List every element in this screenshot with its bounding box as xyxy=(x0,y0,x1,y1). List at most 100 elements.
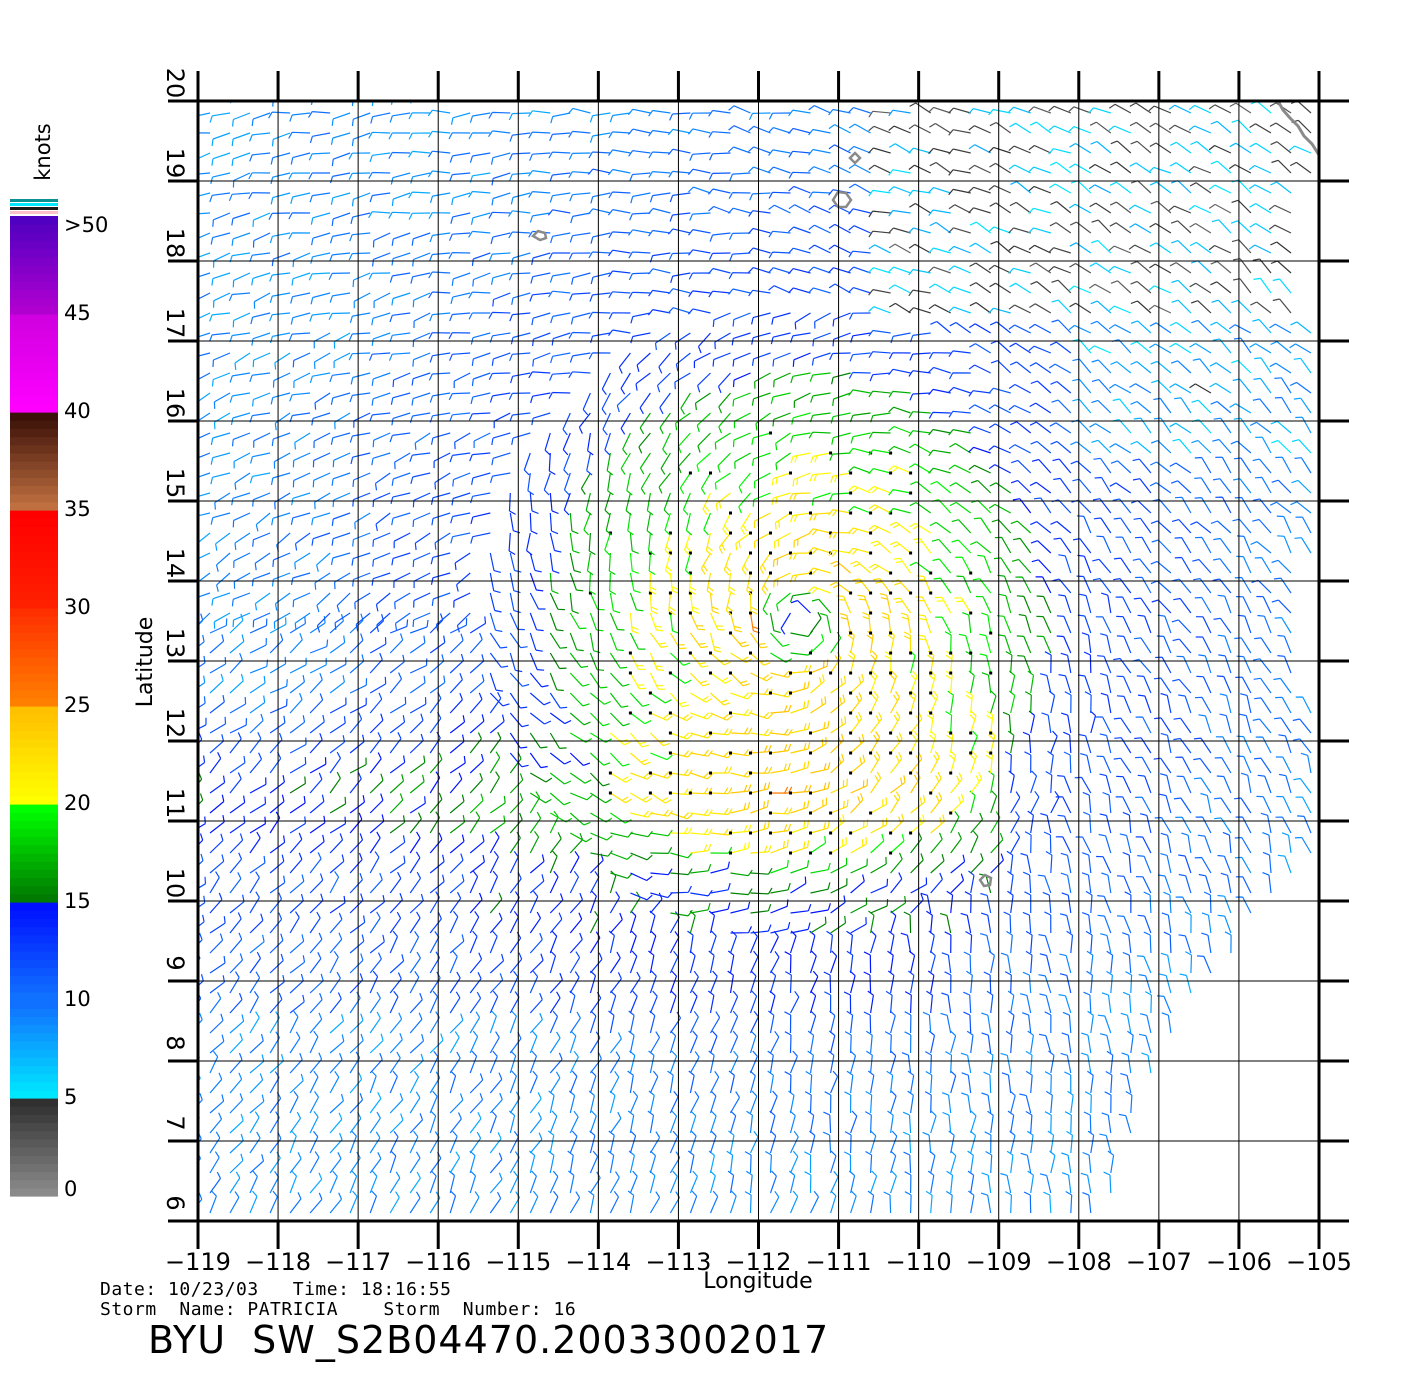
wind-barb xyxy=(709,1110,717,1134)
wind-barb xyxy=(754,372,771,389)
wind-barb xyxy=(590,272,611,285)
wind-barb xyxy=(843,1151,852,1174)
colorbar-swatch xyxy=(10,1187,58,1197)
wind-barb xyxy=(292,452,311,468)
wind-barb xyxy=(336,592,351,613)
wind-barb xyxy=(1249,343,1272,354)
wind-barb xyxy=(604,532,611,556)
wind-barb xyxy=(1293,357,1312,374)
wind-barb xyxy=(548,1090,555,1114)
wind-barb xyxy=(996,615,1012,634)
wind-barb xyxy=(529,1190,539,1214)
wind-barb xyxy=(1217,634,1232,654)
wind-barb xyxy=(890,1130,898,1154)
colorbar-swatch xyxy=(10,1057,58,1066)
wind-barb xyxy=(790,784,812,794)
wind-barb xyxy=(650,868,673,876)
wind-barb xyxy=(1078,733,1092,754)
wind-barb xyxy=(549,792,571,806)
wind-barb xyxy=(1015,576,1032,594)
wind-barb xyxy=(1116,615,1132,634)
wind-barb xyxy=(945,1051,953,1074)
wind-barb xyxy=(568,1170,575,1194)
colorbar-swatch xyxy=(10,485,58,495)
wind-barb xyxy=(349,795,365,814)
wind-barb xyxy=(989,202,1012,214)
wind-barb xyxy=(709,632,722,653)
wind-barb xyxy=(669,572,680,594)
wind-barb xyxy=(588,572,596,595)
rain-flag xyxy=(909,471,913,475)
wind-barb xyxy=(1150,461,1172,474)
wind-barb xyxy=(784,951,792,974)
wind-barb xyxy=(1249,222,1272,234)
wind-barb xyxy=(648,88,670,93)
wind-barb xyxy=(589,952,603,974)
wind-barb xyxy=(703,512,712,536)
wind-barb xyxy=(709,232,731,242)
wind-barb xyxy=(609,972,622,994)
wind-barb xyxy=(738,472,751,494)
wind-barb xyxy=(868,449,891,456)
rain-flag xyxy=(849,691,853,695)
wind-barb xyxy=(928,411,951,419)
wind-barb xyxy=(773,572,791,588)
wind-barb xyxy=(808,586,831,594)
wind-barb xyxy=(569,572,584,592)
wind-barb xyxy=(770,632,790,647)
wind-barb xyxy=(925,1051,932,1074)
wind-barb xyxy=(373,292,391,309)
wind-barb xyxy=(569,292,591,301)
wind-barb xyxy=(548,151,571,159)
wind-barb xyxy=(450,212,471,224)
colorbar-tick-label: 15 xyxy=(64,889,91,913)
wind-barb xyxy=(829,581,851,594)
wind-barb xyxy=(273,452,291,469)
wind-barb xyxy=(529,652,545,671)
wind-barb xyxy=(529,970,539,994)
wind-barb xyxy=(1029,481,1052,494)
wind-barb xyxy=(1169,262,1192,274)
wind-barb xyxy=(988,445,1011,454)
wind-barb xyxy=(269,974,285,994)
wind-barb xyxy=(251,272,271,286)
wind-barb xyxy=(968,426,991,434)
wind-barb xyxy=(865,1090,873,1114)
rain-flag xyxy=(749,831,752,835)
wind-barb xyxy=(409,658,428,674)
wind-barb xyxy=(977,554,992,574)
wind-barb xyxy=(689,970,699,994)
wind-barb xyxy=(804,1151,812,1174)
wind-barb xyxy=(888,368,911,376)
wind-barb xyxy=(1300,752,1312,774)
wind-barb xyxy=(709,592,720,614)
wind-barb xyxy=(1252,398,1272,414)
wind-barb xyxy=(1150,440,1172,454)
wind-barb xyxy=(1230,82,1251,93)
wind-barb xyxy=(1083,811,1092,834)
wind-barb xyxy=(908,189,931,197)
wind-barb xyxy=(509,352,531,362)
rain-flag xyxy=(668,551,672,555)
wind-barb xyxy=(1273,677,1292,694)
wind-barb xyxy=(679,472,691,495)
wind-barb xyxy=(210,452,231,465)
wind-barb xyxy=(928,187,951,194)
wind-barb xyxy=(709,930,717,954)
wind-barb xyxy=(1091,439,1112,454)
wind-barb xyxy=(790,372,811,384)
wind-barb xyxy=(1100,933,1112,954)
wind-barb xyxy=(1234,576,1252,594)
wind-barb xyxy=(1099,813,1112,834)
wind-barb xyxy=(309,1030,319,1054)
wind-barb xyxy=(830,733,845,754)
wind-barb xyxy=(409,675,426,694)
wind-barb xyxy=(529,592,546,610)
wind-barb xyxy=(751,332,771,345)
wind-barb xyxy=(588,1190,595,1214)
wind-barb xyxy=(1120,1012,1132,1034)
wind-barb xyxy=(865,1030,873,1054)
wind-barb xyxy=(788,171,811,179)
colorbar-swatch xyxy=(10,526,58,536)
wind-barb xyxy=(589,1130,596,1154)
